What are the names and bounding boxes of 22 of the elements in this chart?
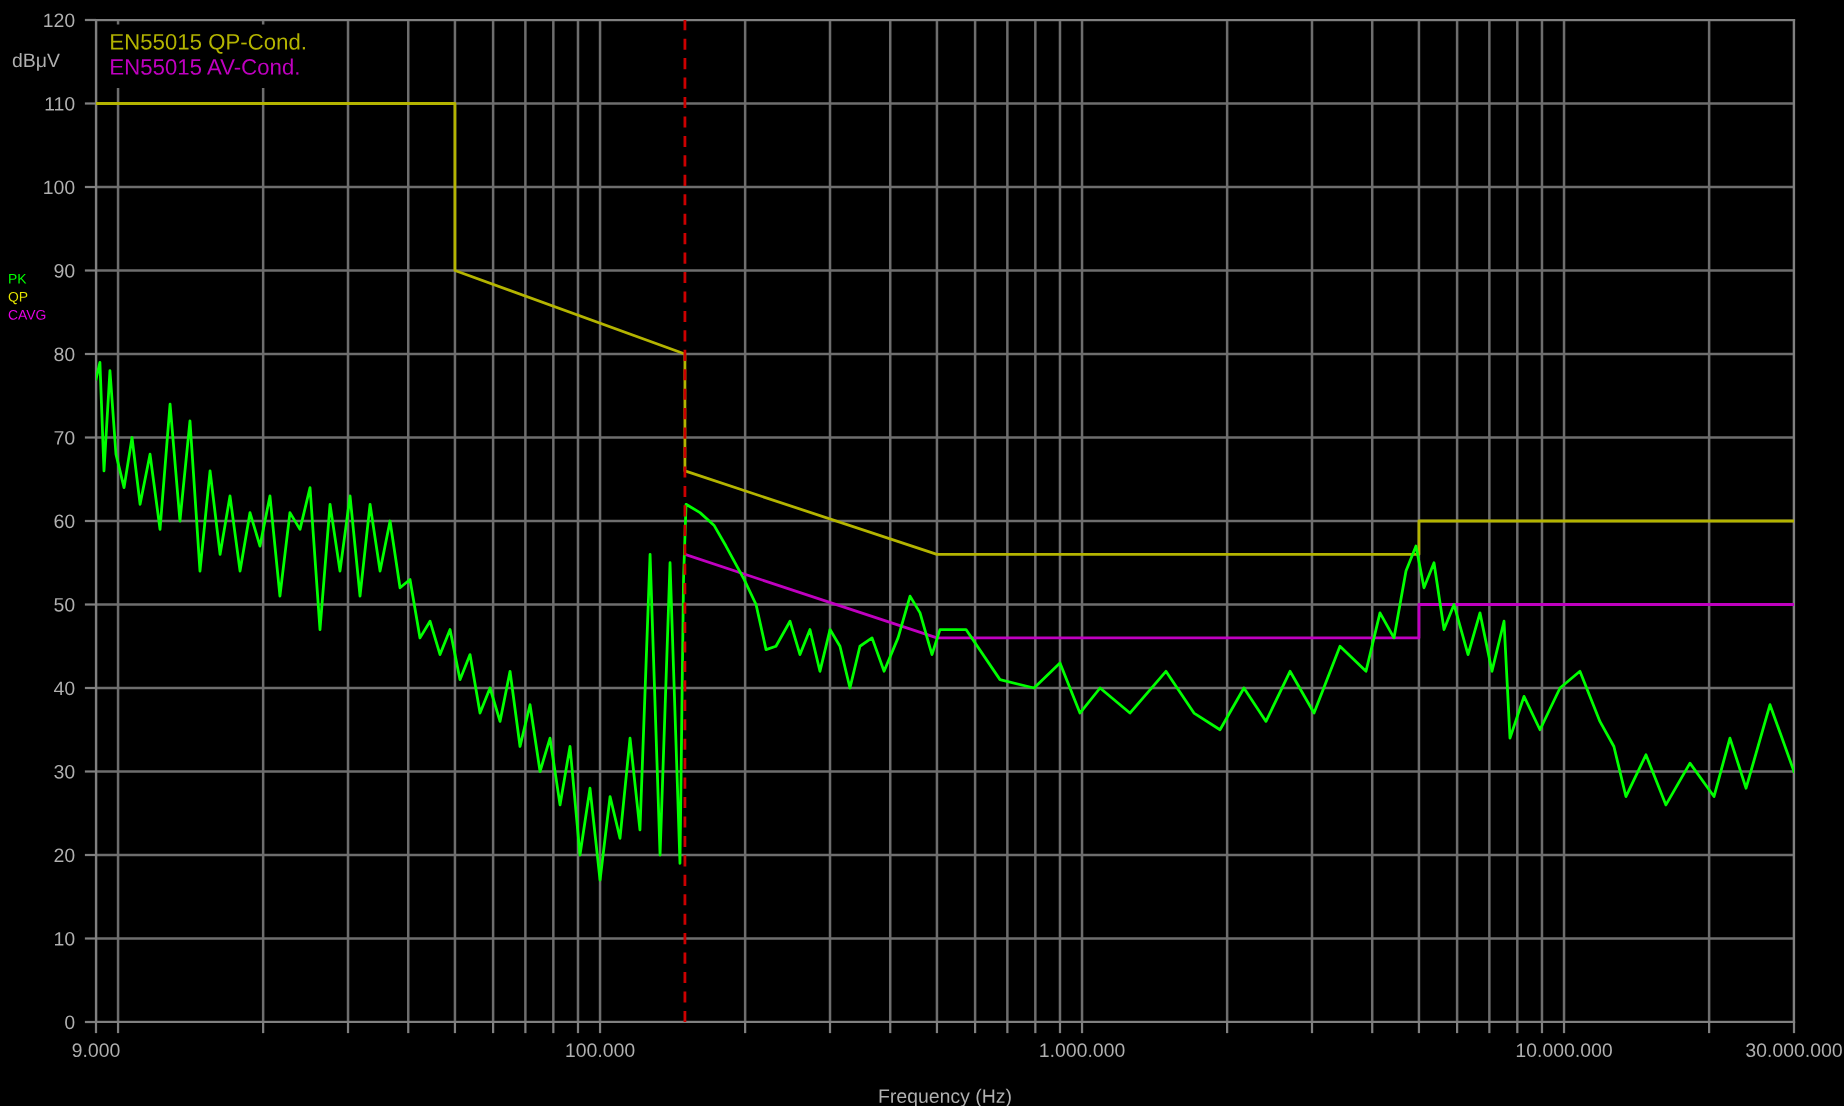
- y-tick-label: 80: [54, 347, 75, 362]
- x-tick-label: 10.000.000: [1516, 1043, 1612, 1058]
- y-axis-title: dBμV: [12, 52, 60, 71]
- y-tick-label: 10: [55, 931, 75, 946]
- y-tick-label: 60: [54, 514, 75, 529]
- x-tick-label: 1.000.000: [1040, 1043, 1125, 1058]
- x-tick-label: 30.000.000: [1746, 1043, 1842, 1058]
- y-tick-label: 120: [44, 13, 75, 28]
- x-tick-label: 9.000: [72, 1043, 120, 1058]
- y-tick-label: 110: [45, 96, 75, 111]
- text: EN55015 QP-Cond.: [111, 33, 305, 54]
- x-axis-title: Frequency (Hz): [879, 1088, 1011, 1106]
- y-tick-label: 30: [54, 764, 75, 779]
- y-tick-label: 0: [65, 1015, 75, 1030]
- y-tick-label: 90: [54, 263, 75, 278]
- y-tick-label: 50: [54, 597, 75, 612]
- x-tick-label: 100.000: [566, 1043, 635, 1058]
- y-tick-label: 20: [54, 848, 75, 863]
- y-tick-label: 70: [54, 430, 75, 445]
- text: EN55015 AV-Cond.: [111, 58, 299, 75]
- y-tick-label: 100: [44, 180, 75, 195]
- y-tick-label: 40: [53, 681, 75, 696]
